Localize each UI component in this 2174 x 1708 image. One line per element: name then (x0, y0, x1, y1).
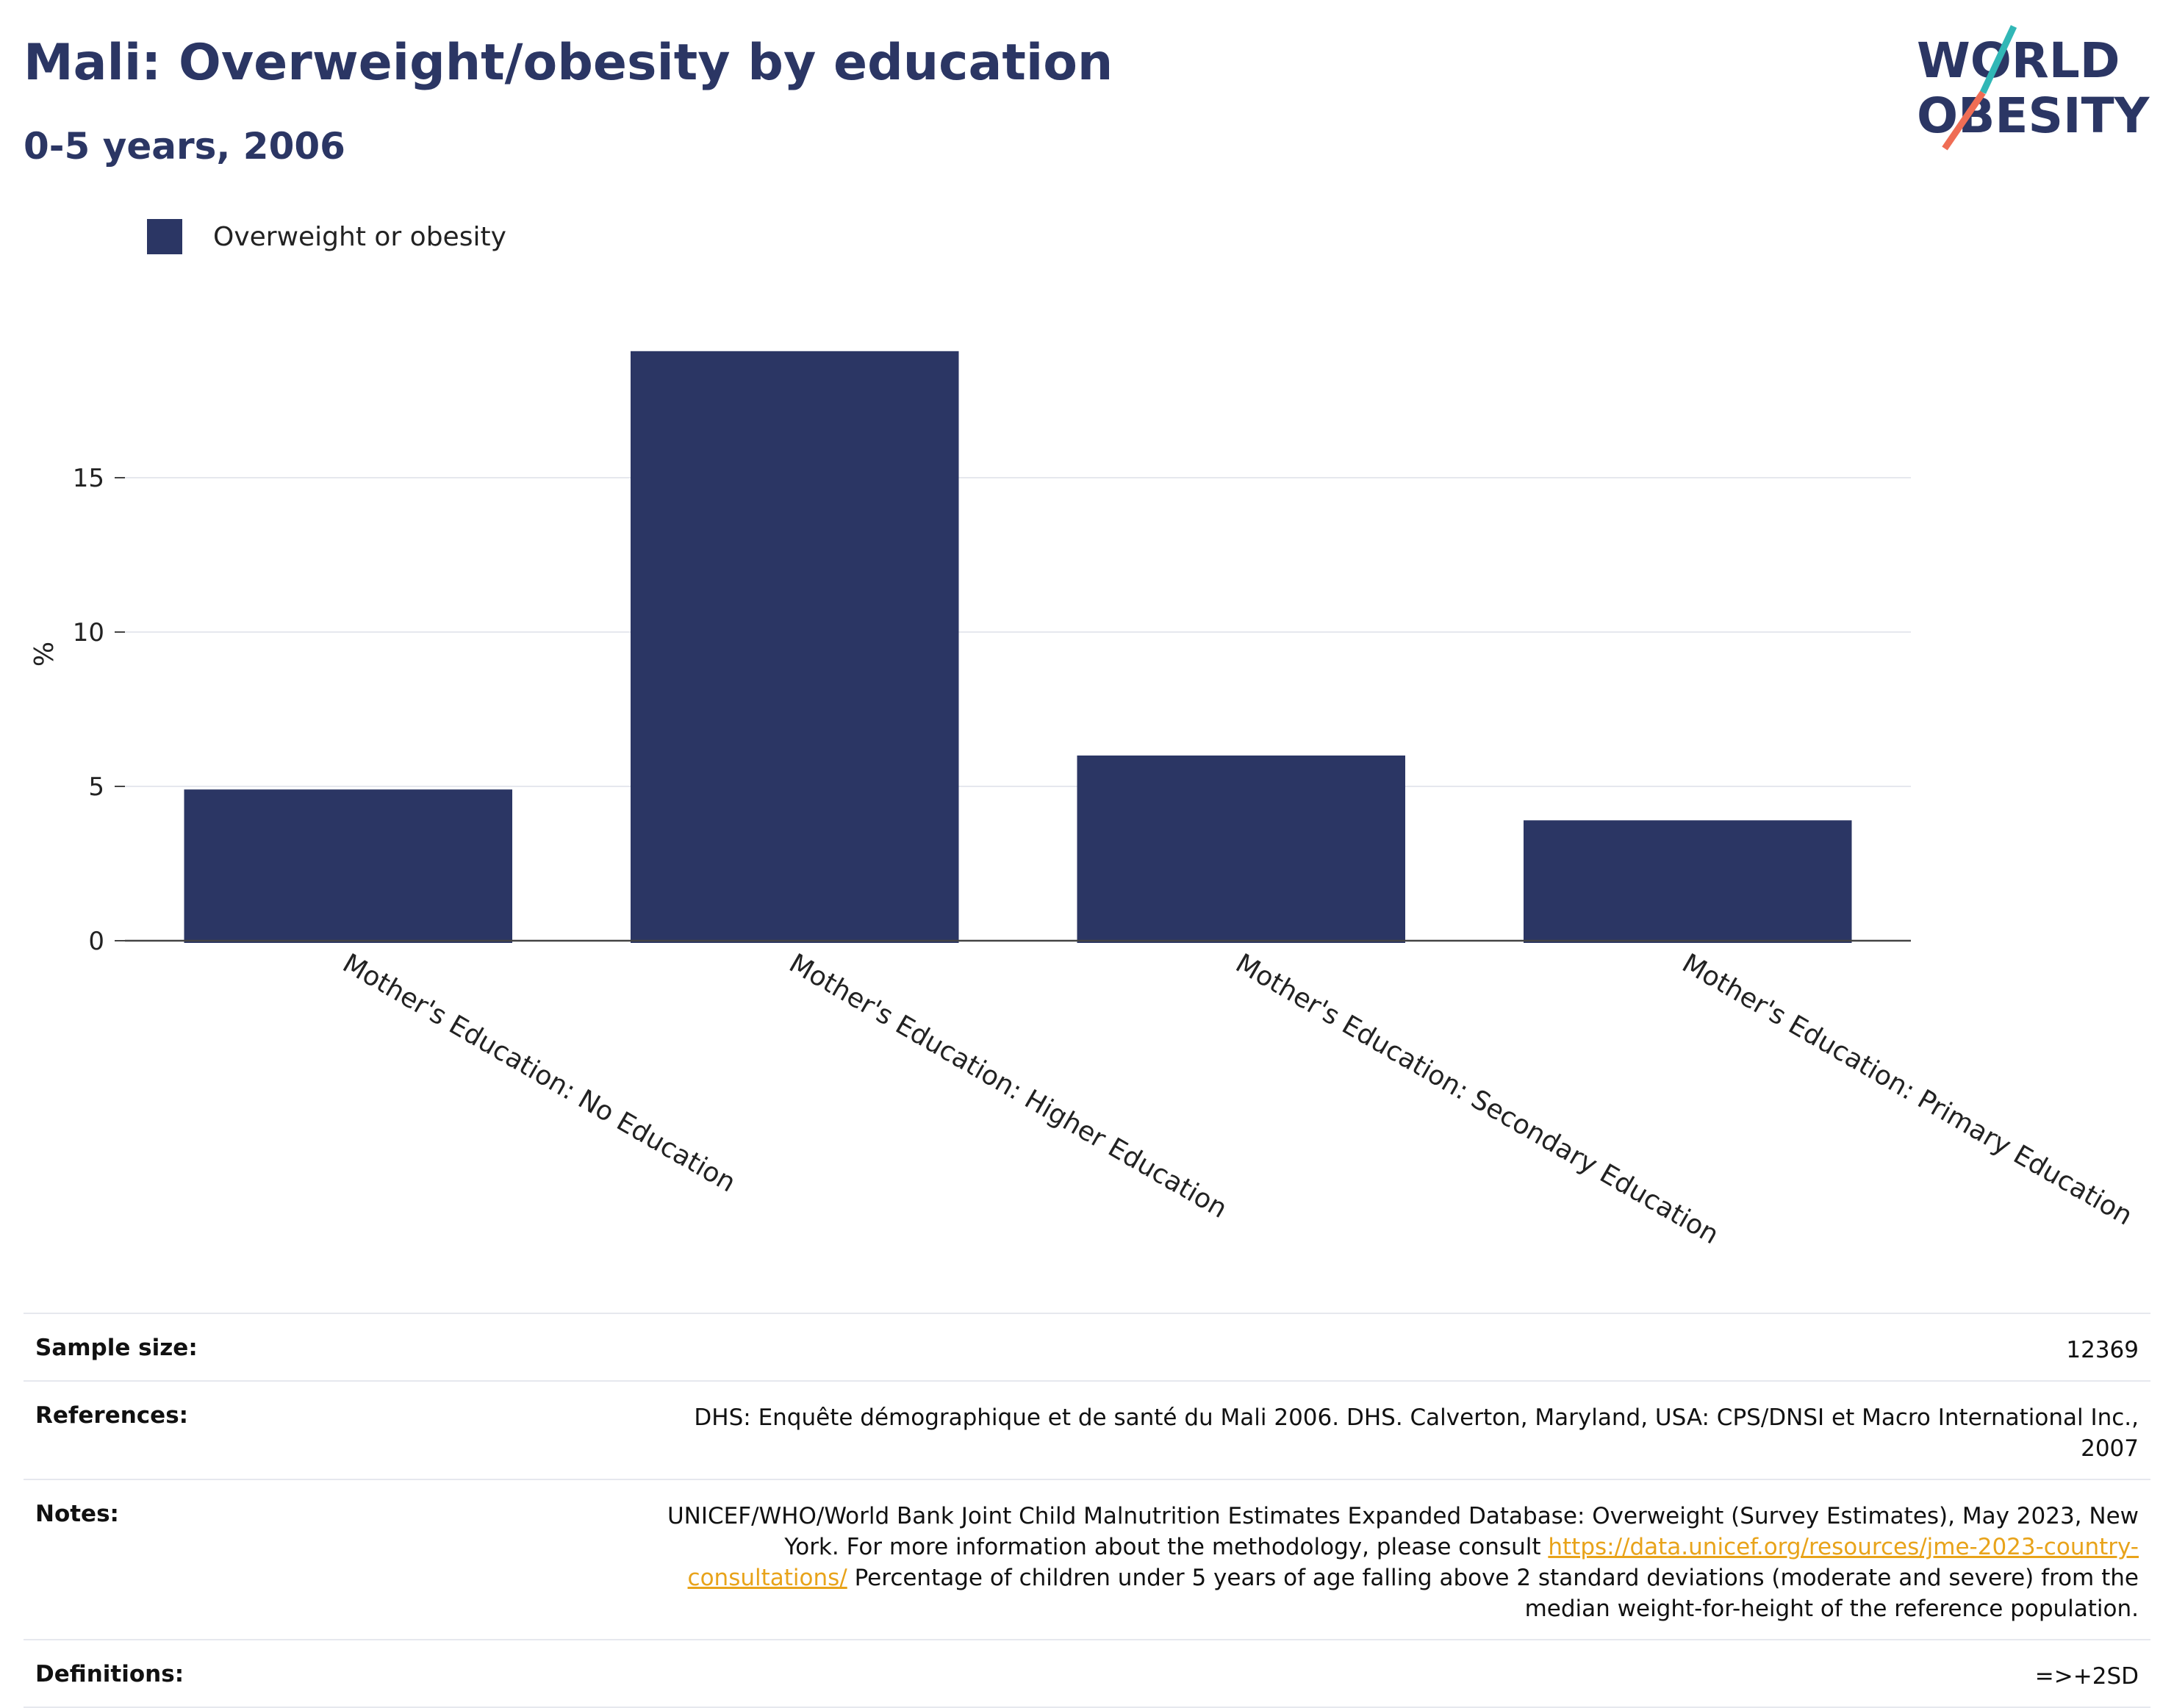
footer-row-sample-size: Sample size: 12369 (24, 1313, 2150, 1380)
footer-row-notes: Notes: UNICEF/WHO/World Bank Joint Child… (24, 1479, 2150, 1639)
page-title: Mali: Overweight/obesity by education (24, 34, 1113, 92)
legend-label: Overweight or obesity (213, 221, 506, 252)
bar-2 (1077, 756, 1406, 943)
references-value: DHS: Enquête démographique et de santé d… (694, 1404, 2139, 1462)
references-label: References: (35, 1402, 189, 1429)
y-tick-label-5: 5 (88, 772, 104, 802)
bar-3 (1523, 820, 1852, 943)
notes-text-part1: UNICEF/WHO/World Bank Joint Child Malnut… (667, 1503, 2139, 1560)
notes-link[interactable]: https://data.unicef.org/resources/jme-20… (687, 1534, 2139, 1591)
sample-size-value: 12369 (2066, 1337, 2139, 1363)
bar-0 (184, 789, 513, 943)
definitions-label: Definitions: (35, 1661, 184, 1687)
notes-label: Notes: (35, 1501, 119, 1527)
notes-text-part2: Percentage of children under 5 years of … (847, 1565, 2139, 1622)
sample-size-label: Sample size: (35, 1335, 198, 1361)
y-tick-label-15: 15 (73, 464, 104, 493)
x-tick-label-1: Mother's Education: Higher Education (784, 948, 1233, 1224)
bar-1 (630, 351, 959, 943)
definitions-value: =>+2SD (2034, 1663, 2139, 1690)
legend-swatch (147, 219, 182, 254)
x-tick-label-3: Mother's Education: Primary Education (1677, 948, 2137, 1231)
y-tick-label-10: 10 (73, 618, 104, 647)
y-tick-label-0: 0 (88, 927, 104, 956)
x-tick-label-0: Mother's Education: No Education (337, 948, 740, 1198)
y-axis-label: % (29, 642, 60, 667)
footer-row-references: References: DHS: Enquête démographique e… (24, 1380, 2150, 1479)
world-obesity-logo: WORLD OBESITY (1911, 22, 2161, 154)
notes-value: UNICEF/WHO/World Bank Joint Child Malnut… (632, 1501, 2139, 1624)
footer-row-definitions: Definitions: =>+2SD (24, 1639, 2150, 1708)
page-subtitle: 0-5 years, 2006 (24, 125, 345, 168)
x-tick-label-2: Mother's Education: Secondary Education (1230, 948, 1723, 1250)
chart-legend: Overweight or obesity (147, 219, 506, 254)
footer-table: Sample size: 12369 References: DHS: Enqu… (24, 1313, 2150, 1708)
logo-line1: WORLD (1917, 32, 2120, 89)
